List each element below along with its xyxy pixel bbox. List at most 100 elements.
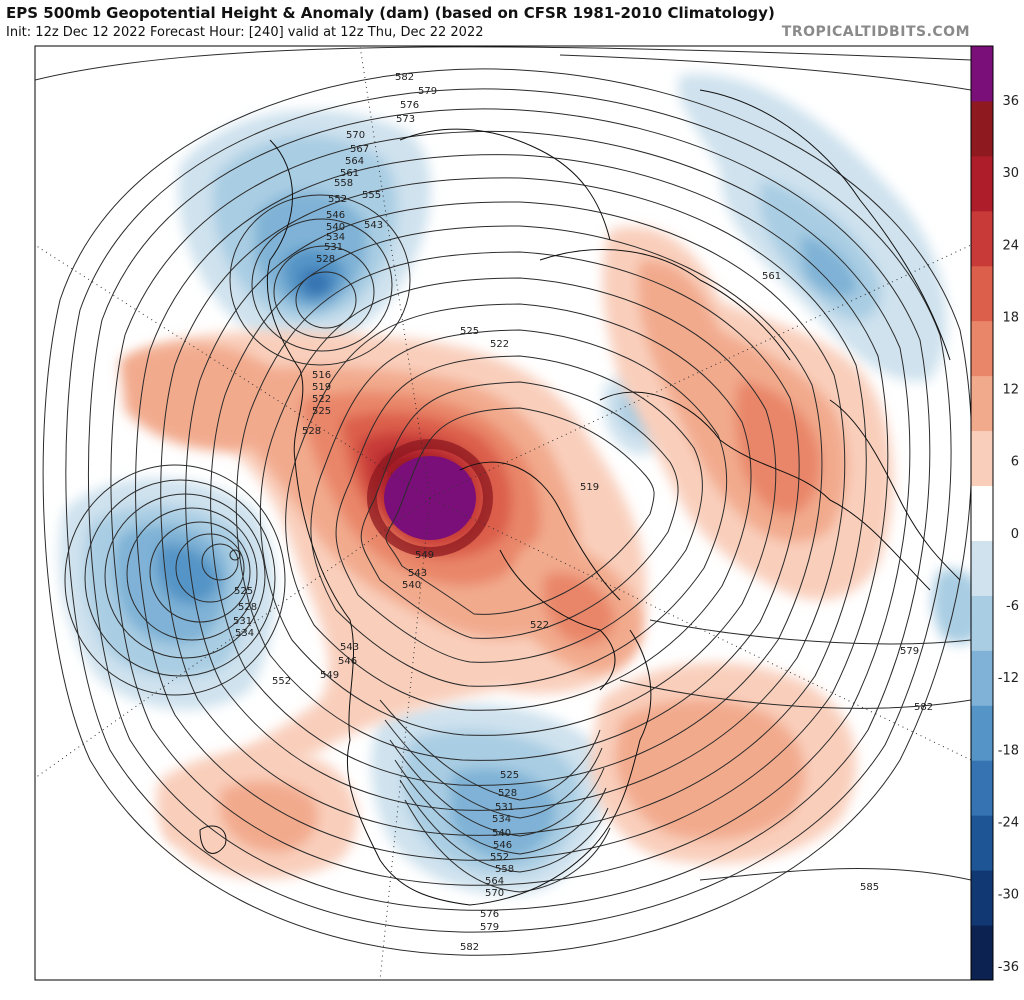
colorbar-swatch — [971, 375, 993, 432]
colorbar-tick-label: 12 — [1002, 383, 1019, 398]
contour-label: 552 — [272, 676, 291, 687]
contour-label: 522 — [312, 394, 331, 405]
contour-label: 528 — [302, 426, 321, 437]
colorbar-swatch — [971, 485, 993, 541]
coastlines — [199, 89, 961, 906]
contour-label: 516 — [312, 370, 331, 381]
contour-label: 528 — [498, 788, 517, 799]
colorbar-swatch — [971, 265, 993, 322]
colorbar-swatch — [971, 320, 993, 377]
colorbar-swatch — [971, 650, 993, 706]
colorbar-swatch — [971, 705, 993, 761]
contour-label: 543 — [364, 220, 383, 231]
contour-label: 579 — [480, 922, 499, 933]
positive-anomaly-bering — [120, 343, 276, 451]
contour-label: 525 — [234, 586, 253, 597]
contour-label: 534 — [235, 628, 254, 639]
colorbar-tick-label: -36 — [998, 960, 1019, 975]
contour-label: 552 — [328, 194, 347, 205]
positive-anomaly-east-pacific — [156, 749, 358, 879]
colorbar-tick-label: -18 — [998, 743, 1019, 758]
colorbar-swatch — [971, 925, 993, 981]
contour-label: 579 — [418, 86, 437, 97]
contour-label: 582 — [914, 702, 933, 713]
colorbar-swatch — [971, 595, 993, 651]
contour-label: 558 — [495, 864, 514, 875]
contour-label: 531 — [233, 616, 252, 627]
contour-label: 528 — [316, 254, 335, 265]
colorbar-swatch — [971, 210, 993, 267]
contour-label: 531 — [495, 802, 514, 813]
positive-anomaly-greenland — [510, 543, 642, 672]
contour-label: 525 — [312, 406, 331, 417]
colorbar-tick-label: 18 — [1002, 310, 1019, 325]
colorbar-swatch — [971, 870, 993, 926]
contour-label: 555 — [362, 190, 381, 201]
colorbar-frame — [970, 45, 994, 981]
contour-label: 525 — [460, 326, 479, 337]
colorbar-tick-label: -24 — [998, 816, 1019, 831]
brand-watermark: TROPICALTIDBITS.COM — [781, 24, 970, 40]
colorbar-tick-label: -30 — [998, 888, 1019, 903]
contour-label: 558 — [334, 178, 353, 189]
map-title: EPS 500mb Geopotential Height & Anomaly … — [6, 4, 775, 22]
contour-label: 546 — [493, 840, 512, 851]
contour-label: 522 — [530, 620, 549, 631]
contour-label: 552 — [490, 852, 509, 863]
contour-label: 543 — [340, 642, 359, 653]
colorbar-tick-label: 36 — [1002, 94, 1019, 109]
colorbar-swatch — [971, 540, 993, 596]
contour-label: 540 — [402, 580, 421, 591]
contour-label: 534 — [492, 814, 511, 825]
contour-label: 540 — [326, 222, 345, 233]
colorbar-tick-label: 24 — [1002, 238, 1019, 253]
contour-label: 549 — [320, 670, 339, 681]
colorbar-swatch — [971, 100, 993, 157]
contour-label: 582 — [460, 942, 479, 953]
contour-label: 546 — [326, 210, 345, 221]
contour-label: 546 — [338, 656, 357, 667]
contour-label: 561 — [340, 168, 359, 179]
contour-label: 528 — [238, 602, 257, 613]
contour-label: 564 — [485, 876, 504, 887]
colorbar-tick-label: 30 — [1002, 166, 1019, 181]
colorbar-swatch — [971, 430, 993, 487]
colorbar-tick-label: -12 — [998, 671, 1019, 686]
colorbar-tick-label: 0 — [1011, 527, 1019, 542]
contour-label: 543 — [408, 568, 427, 579]
height-contours — [42, 68, 971, 956]
contour-label-group: 582 579 576 573 570 567 564 561 558 555 … — [233, 72, 933, 953]
negative-anomaly-scandinavia — [678, 73, 947, 382]
contour-label: 519 — [312, 382, 331, 393]
contour-label: 549 — [415, 550, 434, 561]
contour-label: 570 — [346, 130, 365, 141]
contour-label: 570 — [485, 888, 504, 899]
colorbar-swatch — [971, 760, 993, 816]
contour-label: 540 — [492, 828, 511, 839]
contour-label: 531 — [324, 242, 343, 253]
negative-anomaly-mediterranean — [932, 569, 971, 644]
contour-label: 567 — [350, 144, 369, 155]
contour-label: 582 — [395, 72, 414, 83]
contour-label: 576 — [400, 100, 419, 111]
anomaly-field: 582 579 576 573 570 567 564 561 558 555 … — [35, 46, 971, 980]
colorbar-tick-label: 6 — [1011, 455, 1019, 470]
outer-contours — [35, 46, 971, 881]
map-subtitle: Init: 12z Dec 12 2022 Forecast Hour: [24… — [6, 25, 484, 40]
closed-low-pacific — [64, 464, 286, 696]
contour-label: 564 — [345, 156, 364, 167]
contour-label: 576 — [480, 909, 499, 920]
contour-label: 519 — [580, 482, 599, 493]
positive-anomaly-atlantic — [590, 662, 857, 864]
contour-label: 573 — [396, 114, 415, 125]
contour-label: 579 — [900, 646, 919, 657]
colorbar-swatch — [971, 815, 993, 871]
colorbar-swatch — [971, 155, 993, 212]
contour-label: 522 — [490, 339, 509, 350]
trough-united-states — [379, 699, 611, 893]
contour-label: 534 — [326, 232, 345, 243]
colorbar-tick-label: -6 — [1006, 599, 1019, 614]
contour-label: 525 — [500, 770, 519, 781]
colorbar-swatch — [971, 46, 993, 102]
